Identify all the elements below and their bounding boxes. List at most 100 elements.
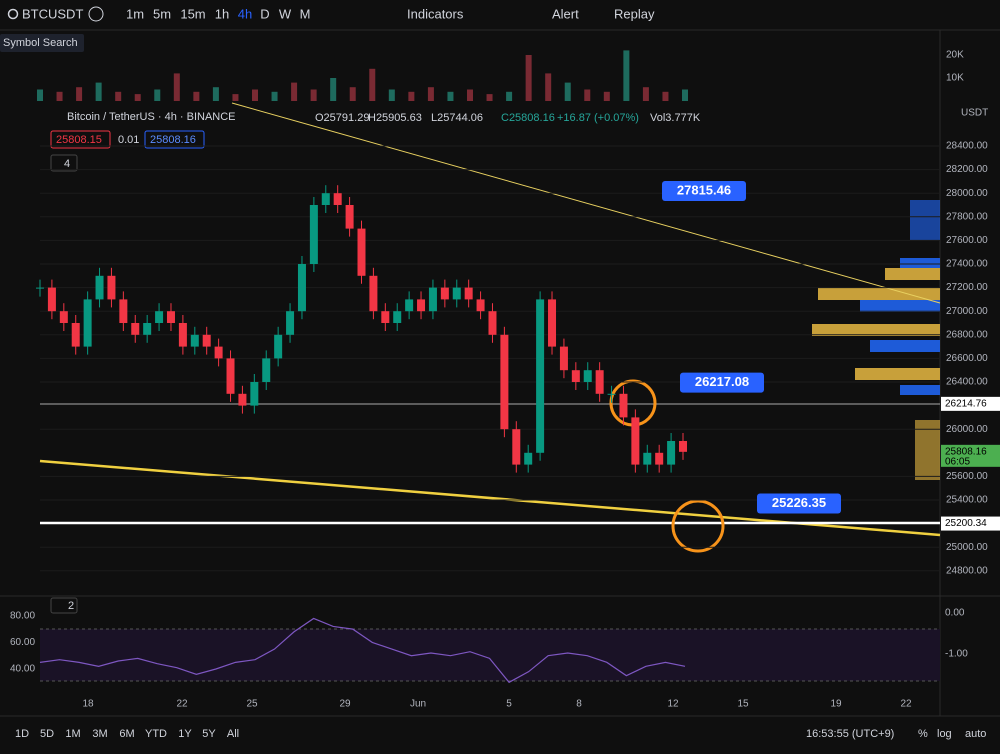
candle-body	[166, 311, 175, 323]
candle-body	[83, 299, 92, 347]
clock: 16:53:55 (UTC+9)	[806, 728, 894, 740]
interval[interactable]: 1m	[126, 6, 144, 21]
callout-box	[680, 372, 764, 393]
volume-bar	[388, 89, 395, 101]
range-button[interactable]: YTD	[145, 728, 167, 740]
add-symbol[interactable]	[88, 6, 104, 22]
candle-body	[369, 275, 378, 312]
range-button[interactable]: 5D	[40, 728, 54, 740]
alert[interactable]: Alert	[552, 6, 579, 21]
candle-body	[607, 393, 616, 395]
time-tick-label: 18	[82, 699, 94, 710]
highlight-circle	[671, 499, 725, 553]
candle-body	[250, 382, 259, 406]
volume-tick-label: 10K	[946, 73, 964, 84]
volume-bar	[173, 73, 180, 101]
volume-bar	[232, 94, 239, 101]
volume-bar	[193, 91, 200, 101]
osc-label: 0.00	[945, 608, 965, 619]
tooltip-box	[0, 34, 84, 52]
volume-bar	[447, 91, 454, 101]
search-icon[interactable]	[7, 8, 19, 20]
symbol[interactable]: BTCUSDT	[22, 6, 83, 21]
interval[interactable]: D	[260, 6, 269, 21]
interval[interactable]: W	[279, 6, 292, 21]
candle-body	[202, 334, 211, 347]
bid-box[interactable]	[50, 130, 111, 149]
candle-body	[464, 287, 473, 300]
candle-body	[238, 393, 247, 406]
percent[interactable]: %	[918, 728, 928, 740]
candle-body	[36, 287, 44, 289]
range-button[interactable]: 3M	[92, 728, 107, 740]
price-tick-label: 26000.00	[946, 424, 988, 435]
interval[interactable]: 5m	[153, 6, 171, 21]
replay[interactable]: Replay	[614, 6, 655, 21]
candle-body	[536, 299, 545, 453]
ask: 25808.16	[150, 134, 196, 146]
volume-bar	[134, 94, 141, 101]
rsi-line	[39, 617, 686, 684]
interval[interactable]: 4h	[238, 6, 252, 21]
rsi-tick-label: 80.00	[10, 610, 35, 621]
volume-bar	[623, 50, 630, 101]
volume-bar	[545, 73, 552, 101]
range-button[interactable]: All	[227, 728, 239, 740]
candle-body	[107, 275, 116, 300]
indicator-toggle[interactable]	[50, 154, 78, 172]
price-tick-label: 27600.00	[946, 235, 988, 246]
interval[interactable]: 1h	[215, 6, 229, 21]
auto[interactable]: auto	[965, 728, 986, 740]
price-tick-label: 26400.00	[946, 377, 988, 388]
indicators[interactable]: Indicators	[407, 6, 464, 21]
candle-body	[262, 358, 271, 382]
time-tick-label: 19	[830, 699, 842, 710]
candle-body	[381, 311, 390, 323]
price-tick-label: 28000.00	[946, 188, 988, 199]
indicator-count: 4	[64, 158, 70, 170]
range-button[interactable]: 1Y	[178, 728, 192, 740]
candle-body	[417, 299, 426, 312]
legend-title: Bitcoin / TetherUS · 4h · BINANCE	[67, 111, 236, 123]
volume-bar	[330, 78, 337, 101]
price-tick-label: 27000.00	[946, 306, 988, 317]
candle-body	[190, 334, 199, 347]
pane-toggle[interactable]	[50, 597, 78, 614]
range-button[interactable]: 6M	[119, 728, 134, 740]
price-marker-label: 25200.34	[945, 518, 987, 529]
interval[interactable]: M	[300, 6, 311, 21]
candle-body	[309, 205, 318, 264]
candle-body	[345, 205, 354, 229]
candle-body	[476, 299, 485, 312]
price-tick-label: 24800.00	[946, 565, 988, 576]
candle-body	[333, 193, 342, 205]
candle-body	[500, 334, 509, 430]
volume-bar	[642, 87, 649, 101]
pane-count: 2	[68, 600, 74, 612]
candle-body	[71, 323, 80, 347]
candle-body	[47, 287, 56, 312]
tooltip: Symbol Search	[3, 37, 78, 49]
candle-body	[548, 299, 557, 347]
range-button[interactable]: 5Y	[202, 728, 216, 740]
volume-bar	[584, 89, 591, 101]
ask-box[interactable]	[144, 130, 205, 149]
candle-body	[619, 393, 628, 418]
bid: 25808.15	[56, 134, 102, 146]
candle-body	[357, 228, 366, 276]
candle-body	[571, 370, 580, 382]
toolbar	[0, 0, 1000, 30]
interval[interactable]: 15m	[180, 6, 205, 21]
range-button[interactable]: 1M	[65, 728, 80, 740]
volume-bar	[154, 89, 161, 101]
volume-bar	[252, 89, 258, 101]
candle-body	[286, 311, 295, 335]
candle-body	[595, 370, 604, 394]
candle-body	[297, 264, 306, 312]
range-button[interactable]: 1D	[15, 728, 29, 740]
legend-high: H25905.63	[368, 112, 422, 124]
candle-body	[274, 334, 283, 359]
trend-line-upper	[231, 102, 941, 304]
log[interactable]: log	[937, 728, 952, 740]
